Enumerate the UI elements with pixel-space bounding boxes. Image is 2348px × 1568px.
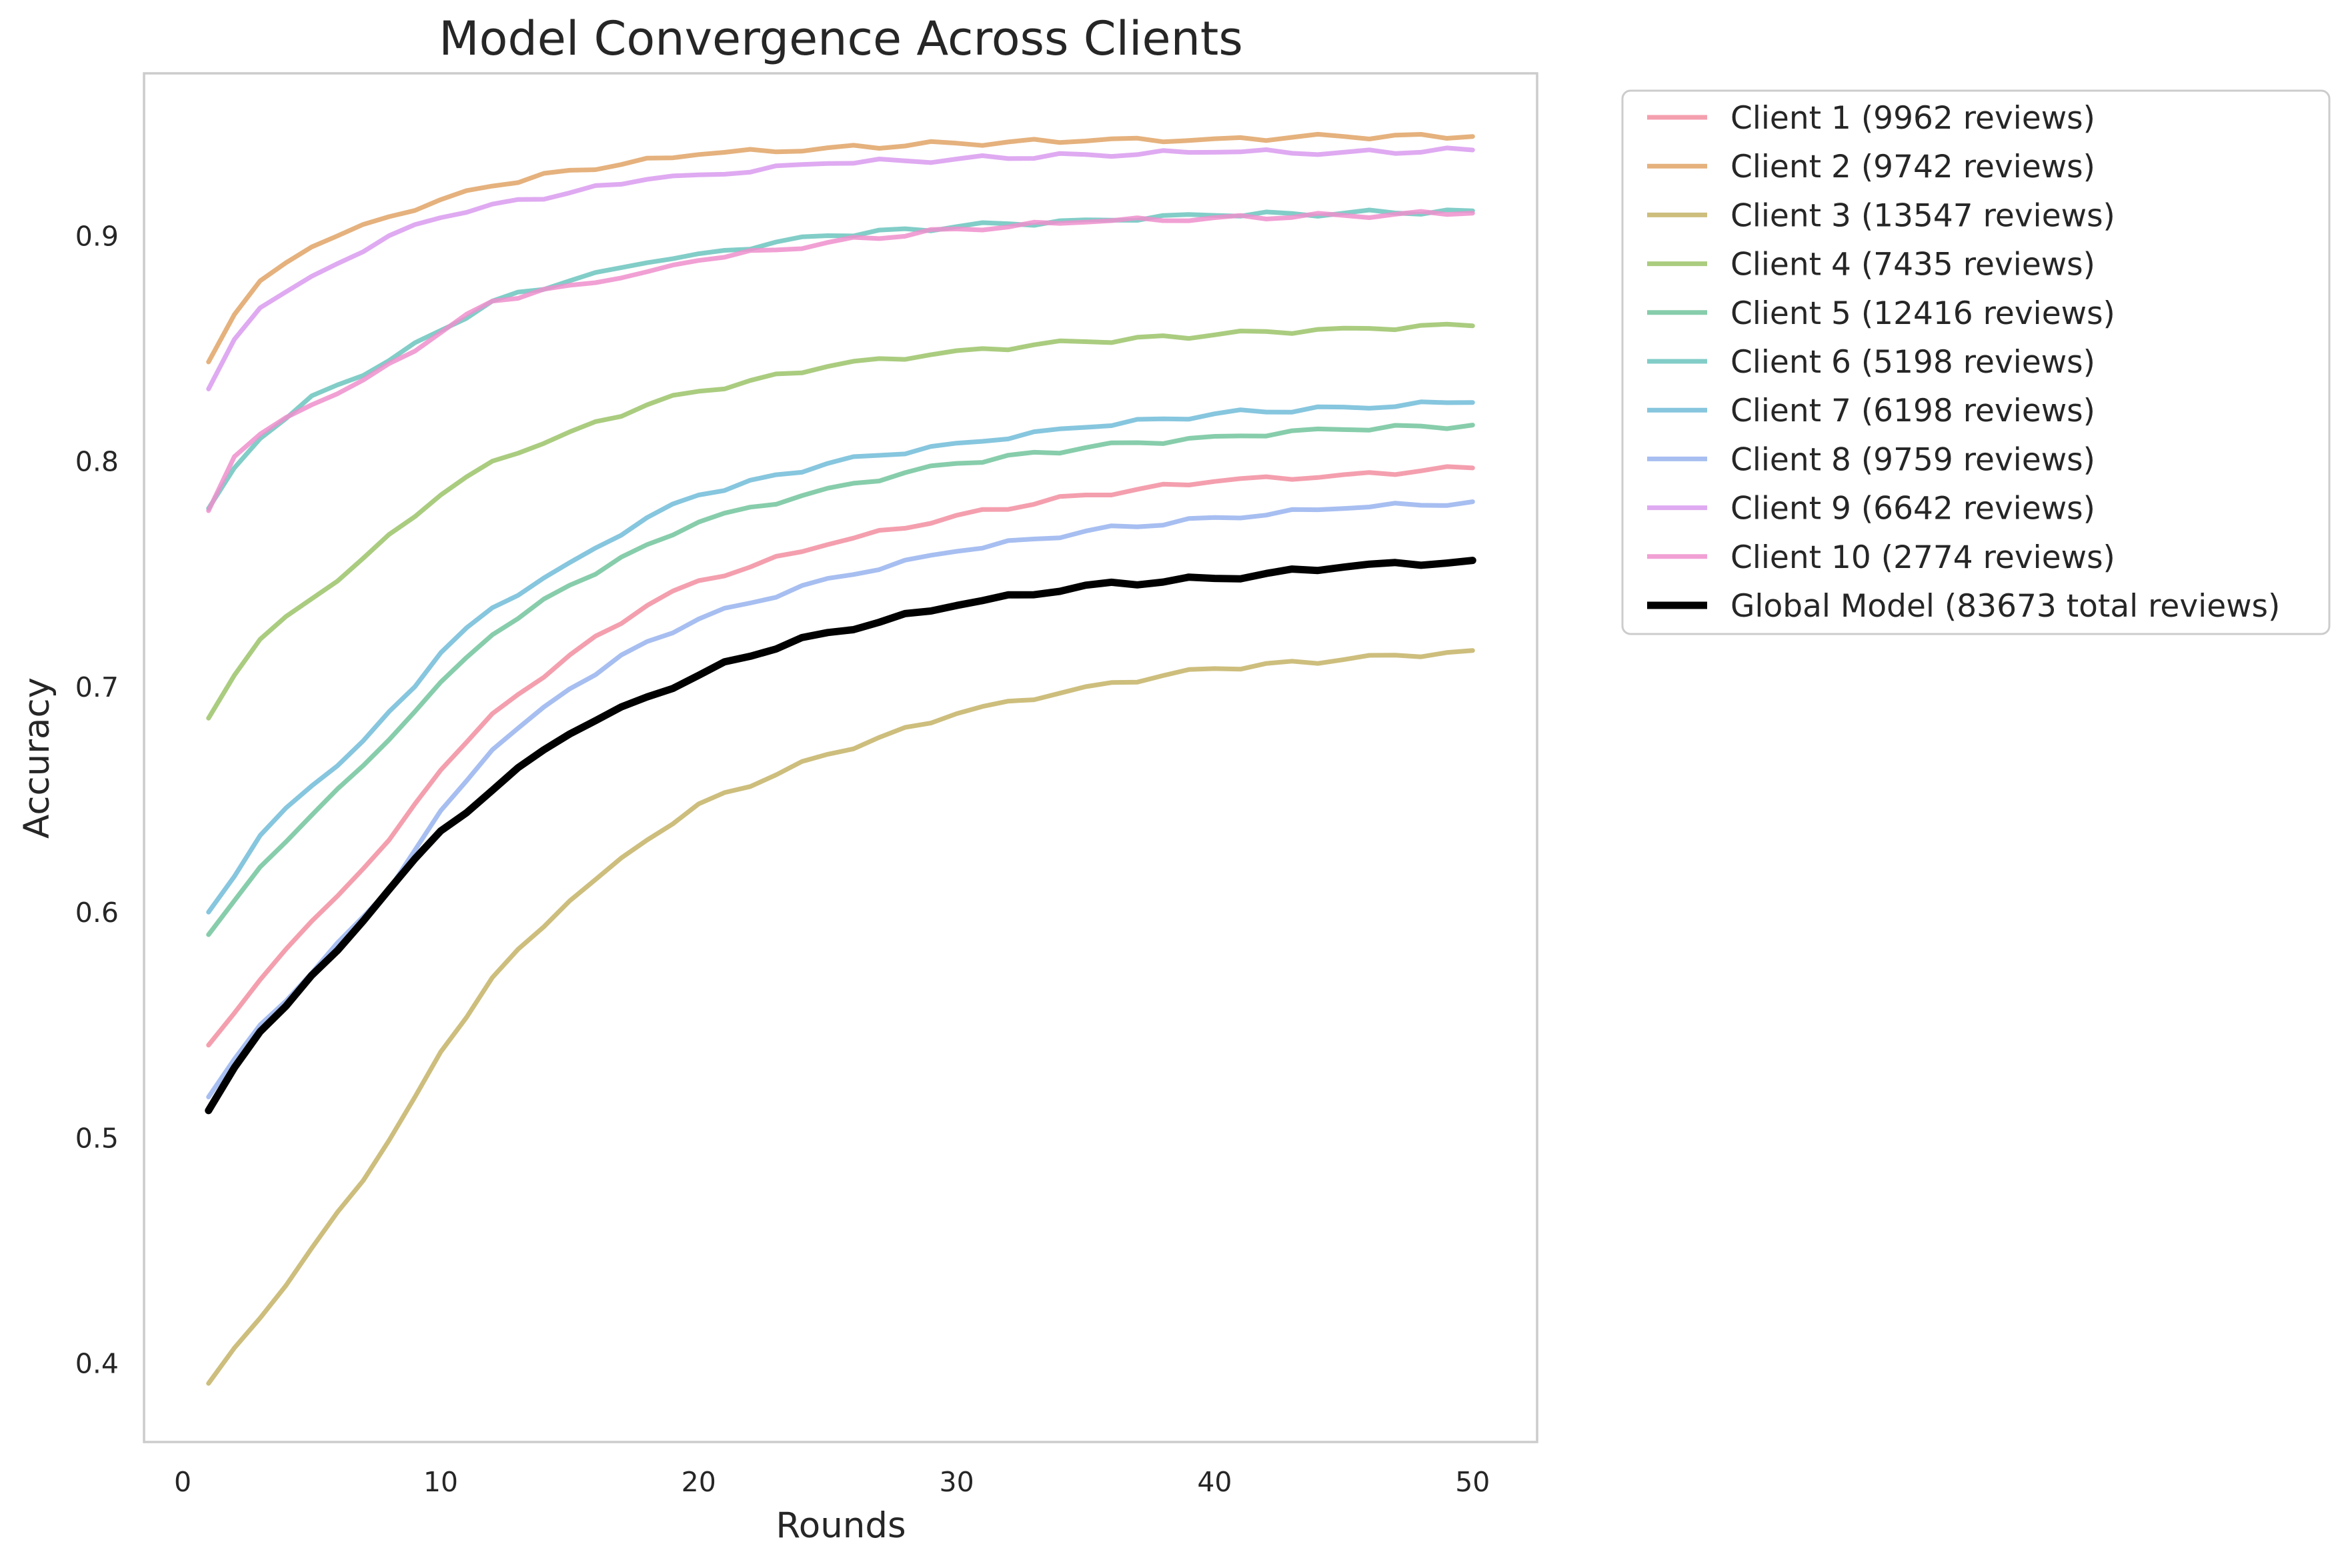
series-line-client-2 (206, 131, 1475, 365)
y-tick-label: 0.6 (75, 897, 119, 929)
x-axis-ticks: 0 10 20 30 40 50 (174, 1466, 1490, 1498)
y-tick-label: 0.8 (75, 446, 119, 478)
y-axis-ticks: 0.4 0.5 0.6 0.7 0.8 0.9 (75, 221, 119, 1380)
series-line-client-1 (206, 464, 1475, 1048)
legend-label: Global Model (83673 total reviews) (1730, 588, 2280, 625)
series-line-client-9 (206, 145, 1475, 391)
y-axis-label: Accuracy (17, 677, 57, 839)
legend-label: Client 4 (7435 reviews) (1730, 247, 2095, 283)
legend: Client 1 (9962 reviews) Client 2 (9742 re… (1621, 89, 2331, 635)
x-tick-label: 20 (682, 1466, 716, 1498)
series-line-client-6 (206, 207, 1475, 511)
series-line-client-4 (206, 321, 1475, 721)
legend-label: Client 8 (9759 reviews) (1730, 441, 2095, 478)
x-axis-label: Rounds (776, 1505, 906, 1546)
series-line-client-5 (206, 423, 1475, 937)
plot-area (143, 72, 1538, 1443)
series-line-global-model (205, 557, 1476, 1115)
legend-label: Client 2 (9742 reviews) (1730, 149, 2095, 185)
y-tick-label: 0.5 (75, 1122, 119, 1154)
y-tick-label: 0.9 (75, 221, 119, 253)
x-tick-label: 40 (1197, 1466, 1232, 1498)
legend-label: Client 6 (5198 reviews) (1730, 344, 2095, 381)
series-lines (205, 131, 1476, 1386)
legend-label: Client 7 (6198 reviews) (1730, 393, 2095, 429)
legend-frame (1621, 89, 2331, 635)
legend-label: Client 3 (13547 reviews) (1730, 197, 2115, 234)
series-line-client-3 (206, 648, 1475, 1386)
series-line-client-7 (206, 399, 1475, 915)
series-line-client-10 (206, 209, 1475, 513)
y-tick-label: 0.7 (75, 671, 119, 703)
legend-label: Client 5 (12416 reviews) (1730, 295, 2115, 332)
series-line-client-8 (206, 499, 1475, 1099)
y-tick-label: 0.4 (75, 1348, 119, 1380)
x-tick-label: 50 (1455, 1466, 1490, 1498)
x-tick-label: 10 (423, 1466, 458, 1498)
legend-label: Client 1 (9962 reviews) (1730, 100, 2095, 137)
x-tick-label: 0 (174, 1466, 191, 1498)
legend-label: Client 9 (6642 reviews) (1730, 491, 2095, 527)
chart-title: Model Convergence Across Clients (439, 11, 1243, 66)
x-tick-label: 30 (940, 1466, 974, 1498)
legend-label: Client 10 (2774 reviews) (1730, 539, 2115, 576)
